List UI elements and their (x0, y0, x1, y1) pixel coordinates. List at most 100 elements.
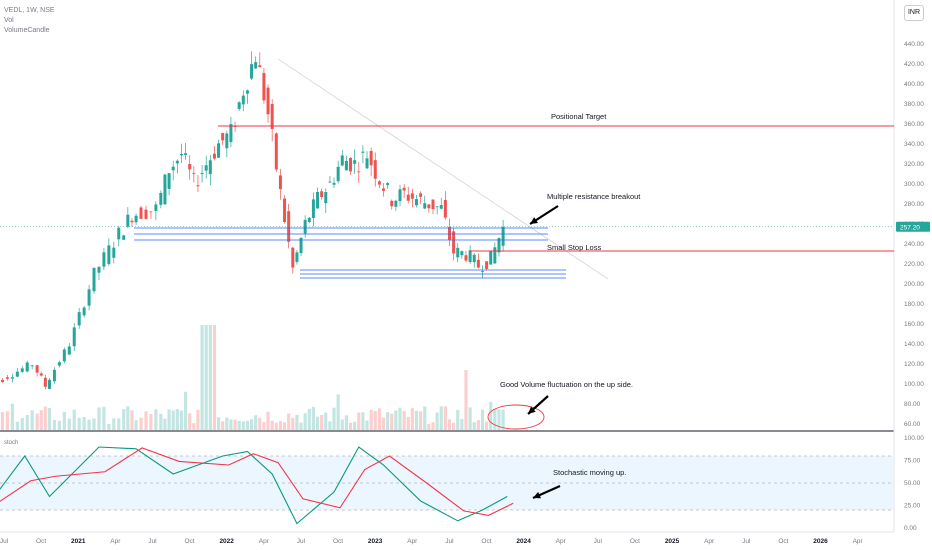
volume-bar (92, 418, 96, 430)
volume-bar (192, 423, 196, 430)
candle-body (20, 368, 24, 372)
volume-bar (188, 413, 192, 430)
volume-bar (0, 412, 5, 430)
price-tick-label: 360.00 (904, 121, 924, 128)
time-tick-label: 2025 (665, 538, 680, 545)
time-tick-label: Oct (630, 538, 640, 545)
candle-body (72, 327, 76, 347)
volume-bar (35, 413, 39, 430)
volume-bar (282, 422, 287, 430)
volume-bar (237, 421, 241, 430)
candle-body (377, 181, 381, 185)
volume-bar (221, 421, 225, 430)
volume-bar (102, 406, 106, 430)
volume-bar (452, 422, 456, 430)
candle-body (278, 175, 282, 190)
candle-body (493, 247, 497, 264)
candle-body (82, 307, 86, 316)
candle-body (254, 62, 258, 69)
volume-bar (447, 419, 452, 430)
candle-body (431, 199, 435, 210)
time-tick-label: Jul (0, 538, 9, 545)
volume-bar (130, 410, 134, 430)
candle-body (77, 312, 81, 326)
volume-bar (225, 417, 229, 430)
volume-bar (373, 411, 377, 430)
candle-body (386, 183, 390, 186)
volume-bar (348, 422, 353, 430)
candle-body (43, 377, 47, 387)
volume-bar (258, 417, 262, 430)
candle-body (447, 226, 451, 240)
candle-body (117, 227, 121, 240)
candle-body (102, 252, 106, 267)
time-tick-label: Apr (704, 538, 715, 545)
volume-bar (299, 422, 303, 430)
volume-bar (149, 413, 153, 430)
candle-body (167, 173, 171, 189)
candle-body (435, 206, 439, 208)
candle-body (344, 160, 348, 171)
volume-bar (468, 407, 472, 430)
candle-body (196, 185, 200, 187)
volume-bar (183, 391, 188, 430)
volume-bar (139, 417, 143, 430)
volume-bar (435, 412, 439, 430)
candle-body (476, 259, 480, 268)
volume-bar (97, 407, 101, 430)
volume-bar (67, 418, 71, 430)
volume-bar (254, 415, 258, 430)
candle-body (229, 124, 233, 143)
candle-body (274, 133, 278, 170)
candle-body (92, 267, 96, 292)
volume-bar (47, 407, 52, 430)
candle-body (316, 191, 320, 209)
volume-bar (57, 420, 61, 430)
candle-body (212, 153, 216, 159)
candle-body (144, 209, 148, 219)
symbol-legend: VEDL, 1W, NSE Vol VolumeCandle (4, 6, 55, 36)
candle-body (468, 250, 472, 262)
volume-bar (303, 413, 307, 430)
candle-body (241, 95, 245, 105)
volume-bar (472, 422, 476, 430)
candle-body (192, 173, 196, 174)
candle-body (485, 261, 489, 269)
volume-bar (72, 409, 76, 430)
breakout-arrow-head (530, 217, 538, 224)
candle-body (390, 200, 394, 207)
currency-button[interactable]: INR (904, 5, 924, 21)
stop-loss-label: Small Stop Loss (547, 243, 602, 252)
stochastic-label: Stochastic moving up. (553, 468, 627, 477)
candle-body (480, 271, 484, 272)
stoch-tick-label: 75.00 (904, 458, 921, 465)
candle-body (200, 172, 204, 175)
volume-bar (464, 370, 468, 430)
time-tick-label: 2026 (813, 538, 828, 545)
indicator-vol: Vol (4, 17, 14, 24)
volume-bar (126, 406, 130, 430)
candle-body (171, 166, 175, 171)
volume-bar (233, 419, 237, 430)
time-tick-label: Apr (853, 538, 864, 545)
candle-body (311, 199, 315, 218)
time-tick-label: 2022 (219, 538, 234, 545)
volume-bar (365, 420, 369, 430)
price-tick-label: 60.00 (904, 421, 921, 428)
volume-bar (485, 421, 489, 430)
volume-bar (497, 409, 501, 430)
volume-bar (476, 420, 480, 430)
candle-body (225, 133, 229, 149)
candle-body (497, 238, 501, 253)
price-tick-label: 280.00 (904, 201, 924, 208)
candle-body (134, 215, 138, 223)
volume-bar (398, 407, 402, 430)
price-tick-label: 420.00 (904, 61, 924, 68)
candle-body (10, 377, 14, 379)
candle-body (456, 247, 460, 258)
time-tick-label: Jul (594, 538, 603, 545)
volume-bar (15, 421, 19, 430)
candle-body (67, 346, 71, 355)
candle-body (369, 150, 373, 166)
